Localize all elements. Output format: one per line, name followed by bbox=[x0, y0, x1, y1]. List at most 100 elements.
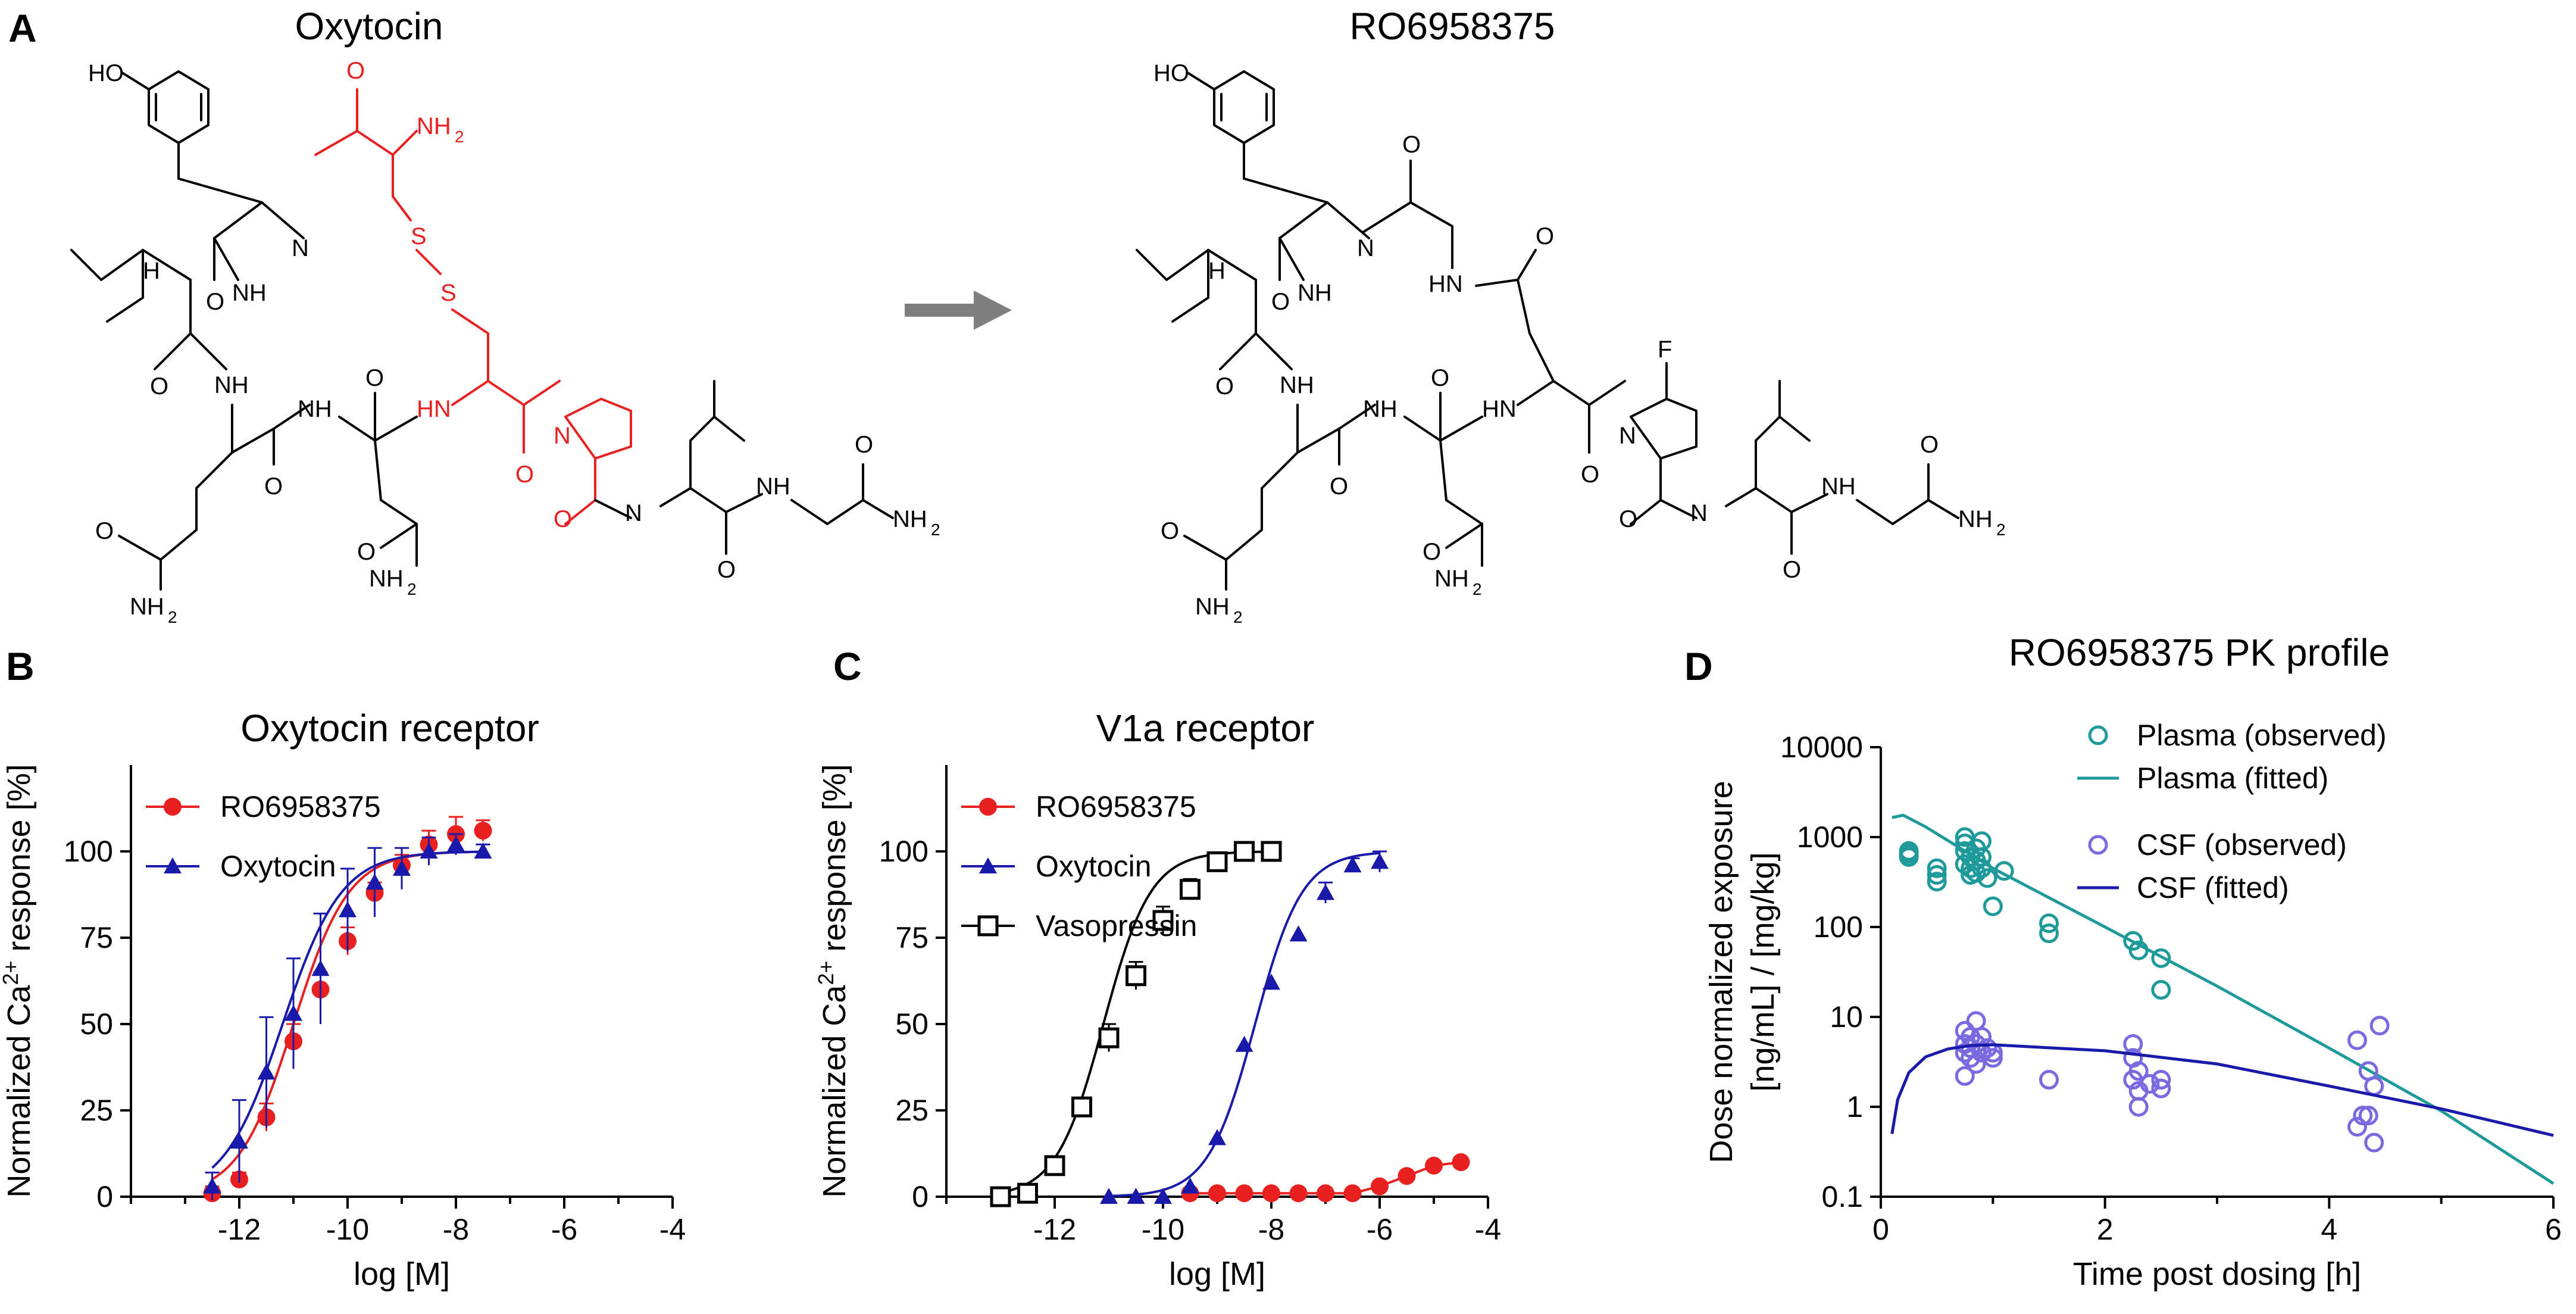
series-csf-fitted- bbox=[1890, 1043, 2554, 1137]
chem-label-sub2-a-2: 2 bbox=[1233, 608, 1243, 626]
chem-label-o4: O bbox=[264, 473, 283, 500]
chem-label-o1: O bbox=[206, 289, 224, 315]
data-point bbox=[2140, 1073, 2160, 1094]
legend-label: CSF (observed) bbox=[2137, 828, 2347, 862]
chem-label-nh2-2: NH bbox=[1280, 372, 1314, 398]
data-point bbox=[2364, 1132, 2384, 1153]
chem-label-sub2-red: 2 bbox=[455, 127, 464, 146]
data-point bbox=[1152, 910, 1174, 931]
data-point bbox=[1398, 1167, 1416, 1185]
data-point bbox=[2347, 1116, 2367, 1137]
y-axis-label-rest: response [%] bbox=[817, 764, 852, 960]
chem-label-nh2-b-2: NH bbox=[1434, 566, 1469, 592]
chem-label-o8: O bbox=[855, 432, 873, 458]
legend-marker bbox=[2088, 725, 2108, 745]
legend-marker bbox=[979, 798, 997, 816]
x-tick-label: -12 bbox=[1033, 1213, 1076, 1246]
chem-label-o3: O bbox=[95, 518, 114, 544]
chem-label-o4-2: O bbox=[1330, 473, 1348, 500]
data-point bbox=[1927, 872, 1947, 892]
legend-label: Plasma (fitted) bbox=[2137, 761, 2328, 795]
data-point bbox=[393, 860, 411, 876]
chem-label-n1: N bbox=[292, 235, 309, 261]
data-point bbox=[1261, 841, 1282, 862]
oxytocin-receptor-chart: Oxytocin receptor 0 25 50 75 100 -12 -10 -8 -6 -4 l… bbox=[0, 707, 686, 1292]
y-tick-label: 1 bbox=[1846, 1090, 1863, 1123]
data-point bbox=[365, 873, 384, 890]
chem-label-sub2-c: 2 bbox=[931, 520, 940, 539]
legend-marker bbox=[2088, 835, 2108, 855]
data-point bbox=[1262, 973, 1280, 990]
y-axis-label-line1: Dose normalized exposure bbox=[1703, 781, 1739, 1163]
data-point bbox=[1899, 844, 1919, 864]
data-point bbox=[474, 842, 492, 859]
data-point bbox=[2151, 1070, 2171, 1090]
x-tick-label: 0 bbox=[1872, 1213, 1889, 1246]
chem-label-sub2-c-2: 2 bbox=[1996, 520, 2006, 539]
data-point bbox=[1371, 853, 1389, 869]
y-tick-label: 75 bbox=[80, 921, 113, 954]
chem-label-nh2: NH bbox=[214, 372, 249, 398]
x-tick-label: -6 bbox=[551, 1213, 577, 1246]
data-point bbox=[2039, 913, 2059, 934]
y-tick-label: 0.1 bbox=[1821, 1180, 1863, 1213]
data-point bbox=[1977, 1038, 1997, 1058]
data-point bbox=[2039, 1070, 2059, 1090]
chart-title: RO6958375 PK profile bbox=[2009, 631, 2390, 674]
y-axis-label: Normalized Ca2+ response [%] bbox=[0, 764, 37, 1197]
y-axis-label-rest: response [%] bbox=[1, 764, 37, 960]
y-tick-label: 75 bbox=[895, 921, 929, 954]
y-tick-label: 50 bbox=[895, 1007, 929, 1041]
x-tick-label: -10 bbox=[326, 1213, 369, 1246]
data-point bbox=[1154, 1188, 1172, 1204]
x-axis-label: Time post dosing [h] bbox=[2073, 1256, 2361, 1292]
legend-label: Oxytocin bbox=[1036, 850, 1152, 883]
x-tick-label: -6 bbox=[1367, 1213, 1393, 1246]
data-point bbox=[1044, 1155, 1065, 1176]
data-point bbox=[285, 1004, 302, 1021]
chem-label-nh2-a: NH bbox=[130, 594, 164, 620]
y-axis-label-line2: [ng/mL] / [mg/kg] bbox=[1745, 852, 1781, 1091]
data-point bbox=[1098, 1027, 1120, 1048]
chem-label-s1: S bbox=[440, 280, 457, 306]
panel-b-letter: B bbox=[6, 644, 35, 688]
data-point bbox=[1966, 1054, 1986, 1074]
series-plasma-fitted- bbox=[1892, 813, 2555, 1185]
chem-label-o5-2: O bbox=[1431, 365, 1449, 391]
data-point bbox=[1317, 884, 1334, 900]
chem-label-h1: H bbox=[143, 258, 160, 284]
chem-label-sub2-b: 2 bbox=[407, 580, 417, 598]
chem-label-nh2-c-2: NH bbox=[1958, 506, 1993, 532]
data-point bbox=[1180, 879, 1201, 900]
data-point bbox=[2151, 1078, 2171, 1098]
data-point bbox=[2369, 1016, 2390, 1036]
ro6958375-structure: HO N O NH H O NH O NH 2 O NH bbox=[1136, 60, 2006, 626]
ro6958375-structure-title: RO6958375 bbox=[1349, 5, 1555, 48]
panel-d-letter: D bbox=[1684, 644, 1713, 688]
chem-label-o10: O bbox=[1619, 506, 1637, 532]
chem-label-o7: O bbox=[717, 557, 736, 583]
y-axis-label-sup: 2+ bbox=[0, 961, 23, 985]
y-tick-label: 50 bbox=[80, 1007, 113, 1041]
chem-label-o3-2: O bbox=[1161, 518, 1179, 544]
data-point bbox=[311, 960, 330, 976]
data-point bbox=[1127, 1188, 1145, 1204]
chem-label-o5: O bbox=[365, 365, 384, 391]
chem-label-f: F bbox=[1658, 336, 1672, 363]
chem-label-nh2-b: NH bbox=[369, 566, 404, 592]
y-tick-label: 25 bbox=[80, 1094, 113, 1127]
chem-label-o2: O bbox=[150, 373, 168, 399]
x-axis-label: log [M] bbox=[1169, 1256, 1265, 1292]
chem-label-nh2-red: NH bbox=[417, 113, 451, 139]
transformation-arrow bbox=[905, 291, 1012, 330]
data-point bbox=[1983, 896, 2003, 916]
chem-label-s2: S bbox=[411, 223, 427, 249]
x-tick-label: 2 bbox=[2097, 1213, 2114, 1246]
fit-line bbox=[1892, 813, 2555, 1185]
series-csf-observed- bbox=[1955, 1011, 2390, 1153]
chem-label-o-red3: O bbox=[554, 506, 572, 532]
data-point bbox=[420, 842, 438, 859]
chem-label-nh1: NH bbox=[232, 280, 267, 306]
y-axis-label-sup: 2+ bbox=[814, 961, 838, 985]
legend-label: Vasopressin bbox=[1036, 909, 1197, 942]
